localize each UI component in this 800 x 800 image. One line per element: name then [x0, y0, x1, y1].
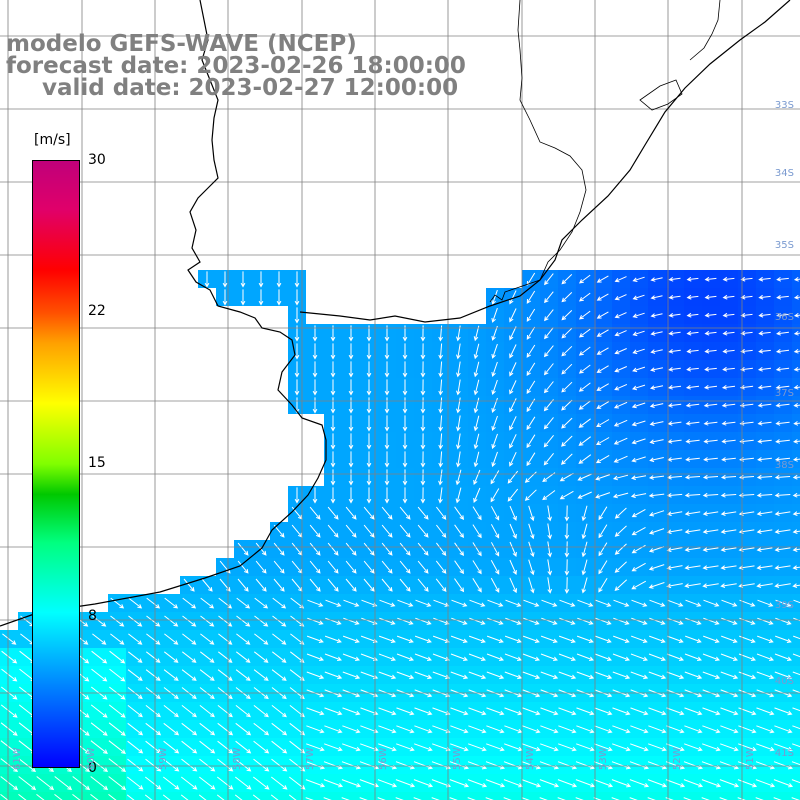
lon-label: 52W — [672, 747, 683, 770]
colorbar-tick: 22 — [88, 303, 106, 319]
colorbar — [32, 160, 80, 768]
lon-label: 55W — [452, 747, 463, 770]
lat-label: 38S — [774, 460, 794, 471]
title-forecast-date: forecast date: 2023-02-26 18:00:00 — [6, 53, 466, 79]
lat-label: 34S — [774, 168, 794, 179]
lon-label: 60W — [86, 747, 97, 770]
colorbar-unit: [m/s] — [34, 132, 71, 148]
colorbar-tick: 0 — [88, 760, 97, 776]
colorbar-tick: 15 — [88, 455, 106, 471]
coastline — [0, 0, 327, 627]
lon-label: 58W — [232, 747, 243, 770]
wind-speed-field — [0, 270, 800, 800]
colorbar-tick: 8 — [88, 608, 97, 624]
lon-label: 59W — [158, 747, 169, 770]
coastline-uruguay — [299, 0, 791, 323]
inland-border — [489, 0, 587, 303]
lon-label: 61W — [12, 747, 23, 770]
lat-label: 33S — [774, 100, 794, 111]
lat-label: 37S — [774, 388, 794, 399]
lon-label: 54W — [525, 747, 536, 770]
title-valid-date: valid date: 2023-02-27 12:00:00 — [42, 75, 459, 101]
lat-label: 36S — [774, 312, 794, 323]
colorbar-tick: 30 — [88, 152, 106, 168]
lon-label: 56W — [378, 747, 389, 770]
title-model: modelo GEFS-WAVE (NCEP) — [6, 31, 357, 57]
lon-label: 57W — [305, 747, 316, 770]
lat-label: 40S — [774, 676, 794, 687]
lon-label: 53W — [598, 747, 609, 770]
lon-label: 51W — [745, 747, 756, 770]
lagoon — [639, 0, 721, 111]
lat-label: 41S — [774, 748, 794, 759]
lat-label: 39S — [774, 600, 794, 611]
lat-label: 35S — [774, 240, 794, 251]
